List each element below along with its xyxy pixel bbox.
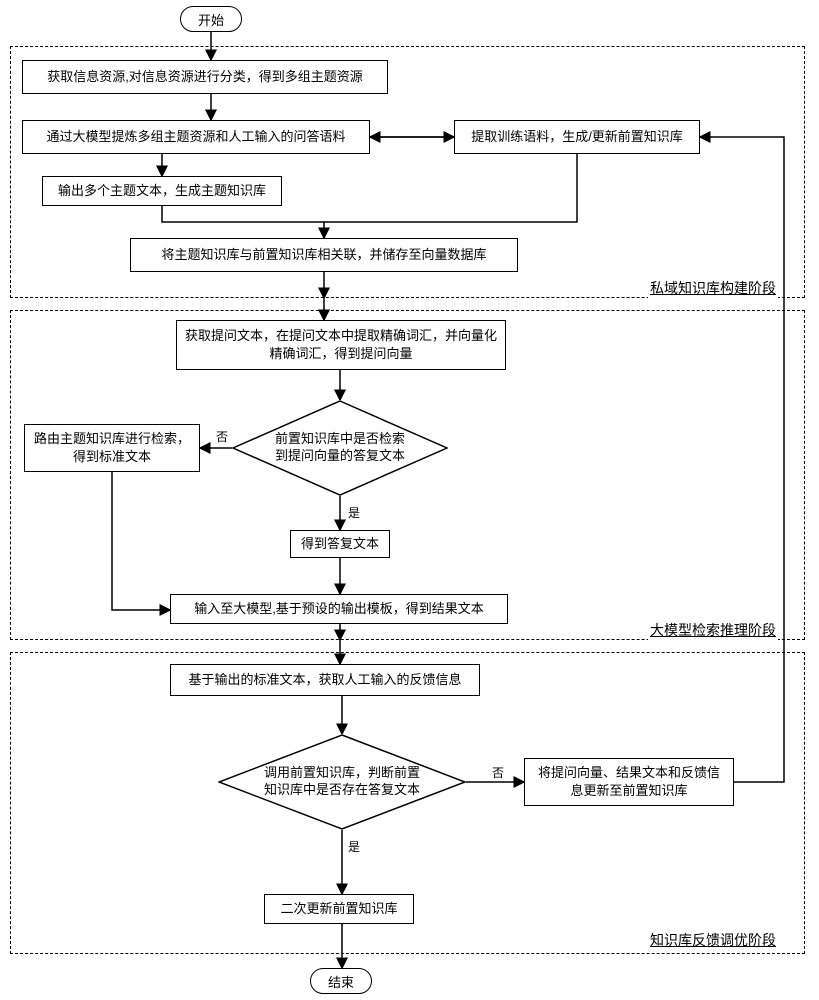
process-text: 获取提问文本，在提问文本中提取精确词汇，并向量化精确词汇，得到提问向量 <box>185 327 497 362</box>
edge-label-d2-yes: 是 <box>346 838 362 855</box>
process-b11: 将提问向量、结果文本和反馈信息更新至前置知识库 <box>524 758 734 806</box>
process-text: 获取信息资源,对信息资源进行分类，得到多组主题资源 <box>47 68 363 86</box>
process-b10: 基于输出的标准文本，获取人工输入的反馈信息 <box>170 664 480 696</box>
process-b2: 通过大模型提炼多组主题资源和人工输入的问答语料 <box>22 120 370 154</box>
decision-text: 前置知识库中是否检索到提问向量的答复文本 <box>272 431 408 465</box>
phase-2-label: 大模型检索推理阶段 <box>648 620 778 640</box>
decision-d1: 前置知识库中是否检索到提问向量的答复文本 <box>232 400 448 496</box>
process-b6: 获取提问文本，在提问文本中提取精确词汇，并向量化精确词汇，得到提问向量 <box>176 320 506 370</box>
process-text: 基于输出的标准文本，获取人工输入的反馈信息 <box>188 671 461 689</box>
process-b12: 二次更新前置知识库 <box>264 894 414 924</box>
process-b1: 获取信息资源,对信息资源进行分类，得到多组主题资源 <box>22 60 388 94</box>
process-b8: 得到答复文本 <box>290 530 390 558</box>
edge-label-d1-no: 否 <box>214 428 230 445</box>
start-terminator: 开始 <box>180 6 242 32</box>
process-text: 输入至大模型,基于预设的输出模板，得到结果文本 <box>194 600 484 618</box>
end-terminator: 结束 <box>310 968 372 994</box>
process-text: 将提问向量、结果文本和反馈信息更新至前置知识库 <box>533 764 725 799</box>
phase-1-label: 私域知识库构建阶段 <box>648 278 778 298</box>
process-text: 输出多个主题文本，生成主题知识库 <box>58 182 266 200</box>
start-label: 开始 <box>198 10 224 29</box>
process-b5: 将主题知识库与前置知识库相关联，并储存至向量数据库 <box>130 238 518 272</box>
process-text: 将主题知识库与前置知识库相关联，并储存至向量数据库 <box>161 246 486 264</box>
phase-3-label: 知识库反馈调优阶段 <box>648 930 778 950</box>
process-text: 通过大模型提炼多组主题资源和人工输入的问答语料 <box>46 128 345 146</box>
process-text: 二次更新前置知识库 <box>280 900 397 918</box>
decision-d2: 调用前置知识库，判断前置知识库中是否存在答复文本 <box>218 734 466 830</box>
process-text: 得到答复文本 <box>301 535 379 553</box>
decision-text: 调用前置知识库，判断前置知识库中是否存在答复文本 <box>258 765 426 799</box>
process-b7: 路由主题知识库进行检索，得到标准文本 <box>24 424 200 472</box>
process-b3: 提取训练语料，生成/更新前置知识库 <box>454 120 700 154</box>
process-b9: 输入至大模型,基于预设的输出模板，得到结果文本 <box>170 594 508 624</box>
process-text: 提取训练语料，生成/更新前置知识库 <box>471 128 683 146</box>
edge-label-d1-yes: 是 <box>346 504 362 521</box>
process-b4: 输出多个主题文本，生成主题知识库 <box>42 176 282 206</box>
end-label: 结束 <box>328 972 354 991</box>
edge-label-d2-no: 否 <box>490 764 506 781</box>
process-text: 路由主题知识库进行检索，得到标准文本 <box>33 430 191 465</box>
